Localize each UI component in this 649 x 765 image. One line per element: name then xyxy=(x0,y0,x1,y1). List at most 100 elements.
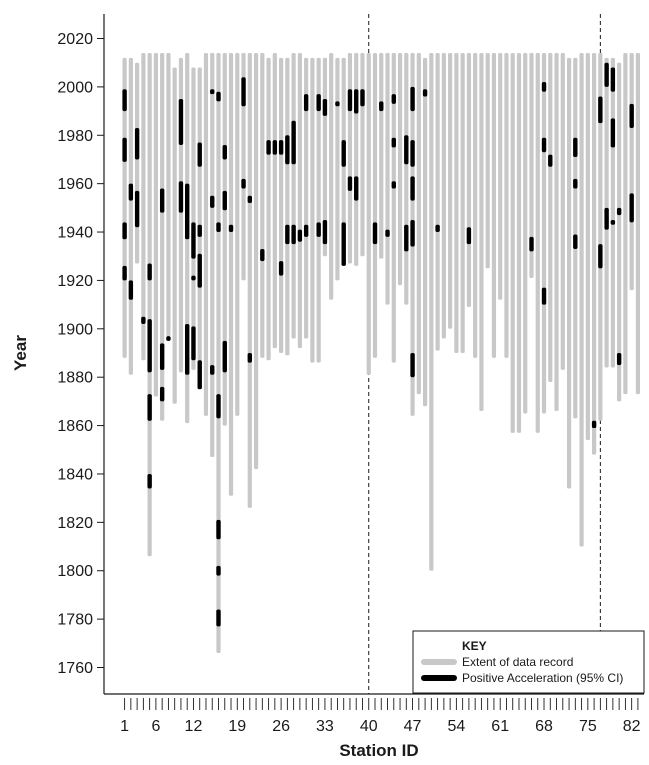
data-record-bar xyxy=(122,57,127,358)
data-record-bar xyxy=(541,53,547,414)
data-record-bar xyxy=(379,53,384,259)
acceleration-bar xyxy=(178,98,184,145)
acceleration-bar xyxy=(191,275,196,281)
data-record-bar xyxy=(397,53,403,286)
acceleration-bar xyxy=(347,176,353,191)
acceleration-bar xyxy=(122,89,127,112)
data-record-bar xyxy=(579,53,584,547)
acceleration-bar xyxy=(141,316,146,324)
data-record-bar xyxy=(429,53,434,571)
data-record-bar xyxy=(285,57,290,356)
y-tick-label: 1760 xyxy=(57,660,93,677)
data-record-bar xyxy=(391,53,396,363)
acceleration-bar xyxy=(247,195,252,204)
data-record-bar xyxy=(354,53,359,266)
acceleration-bar xyxy=(122,265,127,281)
acceleration-bar xyxy=(185,183,190,240)
acceleration-bar xyxy=(197,253,202,288)
acceleration-bar xyxy=(272,140,278,155)
data-record-bar xyxy=(623,53,628,395)
data-record-bar xyxy=(235,53,240,416)
x-tick-label: 19 xyxy=(228,718,246,735)
x-tick-label: 1 xyxy=(120,718,129,735)
acceleration-bar xyxy=(166,336,171,341)
legend-label-acceleration: Positive Acceleration (95% CI) xyxy=(462,671,623,685)
y-axis-title: Year xyxy=(11,335,30,371)
acceleration-bar xyxy=(122,222,127,240)
data-record-bar xyxy=(504,53,509,358)
acceleration-bar xyxy=(216,91,221,102)
acceleration-bar xyxy=(147,319,152,373)
acceleration-bar xyxy=(285,224,290,245)
data-record-bar xyxy=(166,53,171,337)
acceleration-bars xyxy=(122,62,634,627)
data-record-bar xyxy=(172,67,177,404)
acceleration-bar xyxy=(354,89,359,114)
acceleration-bar xyxy=(278,261,284,276)
data-record-bar xyxy=(598,53,603,421)
data-record-bar xyxy=(466,53,471,308)
acceleration-bar xyxy=(404,135,409,165)
data-record-bar xyxy=(510,53,515,433)
data-record-bar xyxy=(385,53,390,305)
data-record-bar xyxy=(360,53,365,257)
acceleration-bar xyxy=(410,219,415,247)
data-record-bar xyxy=(297,53,302,349)
data-record-bar xyxy=(548,53,553,383)
acceleration-bar xyxy=(410,176,415,201)
data-record-bar xyxy=(291,53,296,339)
reference-lines xyxy=(368,14,601,694)
acceleration-bar xyxy=(316,94,321,112)
acceleration-bar xyxy=(134,128,140,160)
acceleration-bar xyxy=(354,176,359,201)
x-tick-label: 75 xyxy=(579,718,597,735)
acceleration-bar xyxy=(197,224,202,237)
data-record-bars xyxy=(122,53,641,653)
data-record-bar xyxy=(523,53,528,414)
acceleration-bar xyxy=(147,473,152,489)
acceleration-bar xyxy=(241,77,246,107)
x-tick-label: 68 xyxy=(535,718,553,735)
acceleration-bar xyxy=(610,67,616,92)
y-tick-label: 1780 xyxy=(57,612,93,629)
data-record-bar xyxy=(197,67,202,378)
y-tick-label: 1820 xyxy=(57,515,93,532)
plot-frame xyxy=(103,14,644,695)
acceleration-bar xyxy=(210,195,215,208)
data-record-bar xyxy=(479,53,484,412)
y-tick-label: 1920 xyxy=(57,273,93,290)
y-tick-label: 1860 xyxy=(57,418,93,435)
acceleration-bar xyxy=(341,140,346,167)
acceleration-bar xyxy=(410,140,415,167)
acceleration-bar xyxy=(335,101,340,107)
data-record-bar xyxy=(153,53,158,397)
legend-label-extent: Extent of data record xyxy=(462,655,573,669)
acceleration-bar xyxy=(391,181,396,189)
y-tick-label: 1940 xyxy=(57,225,93,242)
acceleration-bar xyxy=(260,248,265,262)
data-record-bar xyxy=(147,53,152,557)
acceleration-bar xyxy=(228,224,234,233)
data-record-bar xyxy=(260,53,265,358)
data-record-bar xyxy=(135,62,140,264)
data-record-bar xyxy=(141,53,146,361)
y-tick-label: 2000 xyxy=(57,79,93,96)
data-record-bar xyxy=(272,53,277,349)
data-record-bar xyxy=(347,53,353,264)
legend-title: KEY xyxy=(462,639,487,653)
data-record-bar xyxy=(516,53,522,433)
x-tick-label: 54 xyxy=(447,718,465,735)
acceleration-bar xyxy=(372,222,378,245)
acceleration-bar xyxy=(629,193,634,223)
acceleration-bar xyxy=(278,140,284,155)
data-record-bar xyxy=(448,53,453,329)
data-record-bar xyxy=(460,53,465,354)
acceleration-bar xyxy=(266,140,271,155)
acceleration-bar xyxy=(404,224,409,252)
data-record-bar xyxy=(266,57,271,361)
acceleration-bar xyxy=(210,365,215,375)
acceleration-bar xyxy=(541,137,547,153)
data-record-bar xyxy=(485,53,490,269)
x-axis: 1 6 12 19 26 33 40 47 54 61 68 75 82 xyxy=(120,698,641,735)
acceleration-bar xyxy=(303,94,309,112)
